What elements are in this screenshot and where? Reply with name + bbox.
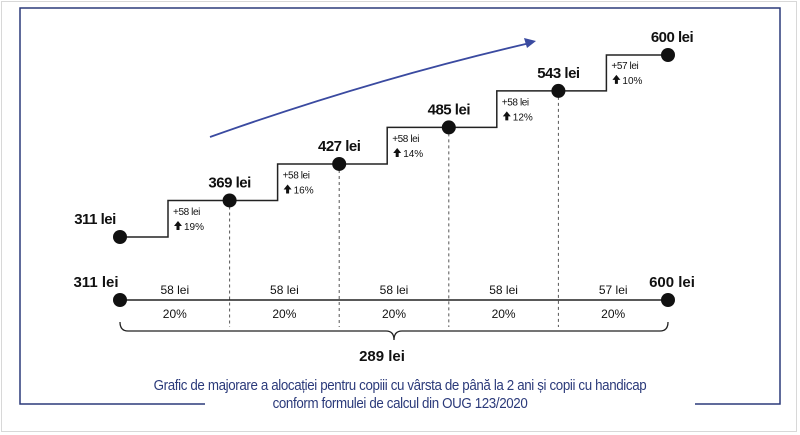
percent-label: 14% xyxy=(403,149,423,160)
step-point xyxy=(113,230,127,244)
step-point xyxy=(551,83,566,98)
percent-label: 12% xyxy=(513,112,533,123)
step-value-label: 543 lei xyxy=(537,65,580,82)
increase-label: +58 lei xyxy=(173,207,200,218)
step-point xyxy=(332,156,347,171)
step-value-label: 311 lei xyxy=(74,211,116,228)
percent-label: 16% xyxy=(294,185,314,196)
segment-share: 20% xyxy=(272,307,296,321)
step-point xyxy=(661,48,675,62)
percent-label: 19% xyxy=(184,222,204,233)
step-line xyxy=(120,54,668,238)
step-value-label: 427 lei xyxy=(318,138,361,155)
trend-arrow xyxy=(209,42,531,138)
step-value-label: 485 lei xyxy=(428,101,471,118)
arrow-up-icon xyxy=(502,111,511,121)
segment-amount: 57 lei xyxy=(599,283,628,297)
percent-label: 10% xyxy=(622,76,642,87)
step-point xyxy=(441,120,456,135)
total-brace xyxy=(119,321,669,341)
timeline-start-label: 311 lei xyxy=(73,274,118,291)
segment-share: 20% xyxy=(382,307,406,321)
trend-arrow-head xyxy=(524,38,536,48)
increase-label: +58 lei xyxy=(392,134,419,145)
arrow-up-icon xyxy=(283,184,292,194)
segment-share: 20% xyxy=(601,307,625,321)
segment-amount: 58 lei xyxy=(270,283,299,297)
segment-amount: 58 lei xyxy=(489,283,518,297)
frame-border xyxy=(19,7,781,405)
timeline-start-point xyxy=(113,293,127,307)
segment-share: 20% xyxy=(163,307,187,321)
arrow-up-icon xyxy=(612,74,621,84)
arrow-up-icon xyxy=(174,221,182,230)
chart-subtitle: conform formulei de calcul din OUG 123/2… xyxy=(272,396,528,412)
arrow-up-icon xyxy=(393,147,402,157)
step-value-label: 600 lei xyxy=(651,29,694,46)
timeline-end-point xyxy=(661,293,675,307)
segment-amount: 58 lei xyxy=(380,283,409,297)
timeline-end-label: 600 lei xyxy=(649,274,695,291)
chart-title: Grafic de majorare a alocației pentru co… xyxy=(153,378,647,394)
step-point xyxy=(222,193,237,208)
segment-share: 20% xyxy=(492,307,516,321)
increase-label: +57 lei xyxy=(611,61,638,72)
increase-label: +58 lei xyxy=(283,170,310,181)
segment-amount: 58 lei xyxy=(160,283,189,297)
total-label: 289 lei xyxy=(359,348,405,365)
increase-label: +58 lei xyxy=(502,97,529,108)
step-value-label: 369 lei xyxy=(208,174,251,191)
